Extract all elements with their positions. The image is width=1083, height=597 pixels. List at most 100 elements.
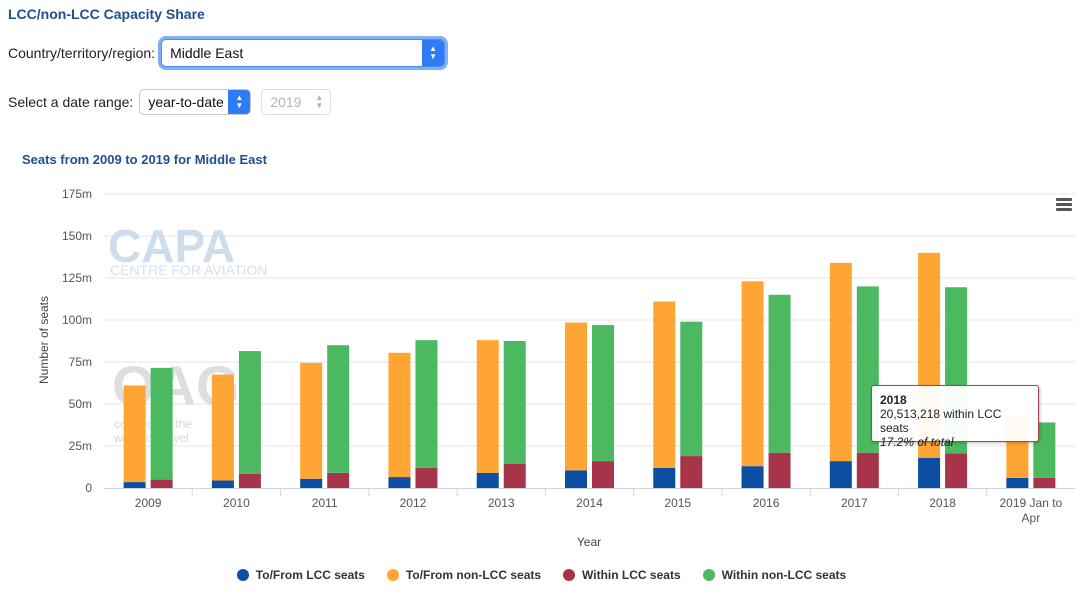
- legend-item-within-lcc[interactable]: Within LCC seats: [563, 568, 681, 582]
- year-select[interactable]: 2019 ▲ ▼: [261, 89, 332, 115]
- country-select-value: Middle East: [170, 45, 244, 61]
- x-tick-label: Apr: [1022, 511, 1041, 525]
- bar-to-from-non-lcc-seats: [123, 385, 146, 483]
- bar-to-from-lcc-seats: [388, 477, 411, 488]
- chart-tooltip: 2018 20,513,218 within LCC seats 17.2% o…: [871, 385, 1039, 449]
- date-range-select[interactable]: year-to-date ▲ ▼: [139, 89, 252, 115]
- date-range-label: Select a date range:: [8, 94, 134, 110]
- y-tick-label: 150m: [62, 229, 92, 243]
- country-row: Country/territory/region: Middle East ▲ ▼: [8, 39, 446, 67]
- y-tick-label: 100m: [62, 313, 92, 327]
- date-range-value: year-to-date: [148, 94, 224, 110]
- bar-to-from-lcc-seats: [476, 472, 499, 488]
- bar-to-from-non-lcc-seats: [388, 352, 411, 478]
- legend-item-to-from-lcc[interactable]: To/From LCC seats: [236, 568, 365, 582]
- bar-within-lcc-seats: [327, 472, 350, 488]
- bar-within-lcc-seats: [856, 452, 879, 488]
- chart-menu-icon[interactable]: [1056, 198, 1072, 212]
- y-tick-label: 0: [85, 481, 92, 495]
- grid-layer: [104, 193, 1075, 447]
- bar-to-from-lcc-seats: [300, 478, 323, 488]
- bar-to-from-lcc-seats: [829, 461, 852, 488]
- bar-within-lcc-seats: [503, 463, 526, 488]
- x-tick-label: 2015: [664, 496, 691, 510]
- bar-to-from-lcc-seats: [918, 457, 941, 488]
- select-arrows-icon: ▲ ▼: [422, 40, 445, 66]
- tooltip-year: 2018: [880, 393, 907, 407]
- x-tick-label: 2014: [576, 496, 603, 510]
- select-arrows-icon: ▲ ▼: [315, 93, 324, 110]
- date-row: Select a date range: year-to-date ▲ ▼ 201…: [8, 89, 332, 115]
- bar-within-lcc-seats: [945, 453, 968, 488]
- bar-within-non-lcc-seats: [680, 321, 703, 457]
- x-tick-label: 2016: [753, 496, 780, 510]
- x-tick-label: 2018: [929, 496, 956, 510]
- legend-item-to-from-non-lcc[interactable]: To/From non-LCC seats: [386, 568, 542, 582]
- x-tick-label: 2010: [223, 496, 250, 510]
- bar-within-lcc-seats: [415, 467, 438, 488]
- legend-label: To/From non-LCC seats: [405, 568, 542, 582]
- country-select[interactable]: Middle East ▲ ▼: [161, 39, 446, 67]
- bar-within-non-lcc-seats: [592, 325, 614, 462]
- legend-marker: [563, 569, 576, 581]
- page-title: LCC/non-LCC Capacity Share: [8, 6, 205, 22]
- bar-within-lcc-seats: [238, 473, 261, 488]
- y-tick-label: 125m: [62, 271, 92, 285]
- capa-watermark: CAPA: [108, 220, 235, 272]
- y-tick-label: 25m: [69, 439, 92, 453]
- chart-title: Seats from 2009 to 2019 for Middle East: [22, 152, 267, 167]
- bar-to-from-lcc-seats: [123, 482, 146, 488]
- bar-layer: [123, 252, 1056, 488]
- tooltip-percent: 17.2% of total: [880, 435, 954, 449]
- country-label: Country/territory/region:: [8, 45, 156, 61]
- bar-to-from-lcc-seats: [565, 470, 587, 488]
- x-axis-label: Year: [577, 535, 601, 549]
- bar-within-non-lcc-seats: [503, 341, 526, 464]
- x-tick-label: 2017: [841, 496, 868, 510]
- legend-marker: [702, 569, 715, 581]
- x-tick-label: 2009: [135, 496, 162, 510]
- bar-to-from-non-lcc-seats: [211, 374, 234, 481]
- legend-marker: [386, 569, 399, 581]
- axis-layer: 0 25m 50m 75m 100m 125m 150m 175m 2009 2010 2011 20…: [62, 187, 1075, 525]
- bar-to-from-lcc-seats: [1006, 477, 1029, 488]
- bar-to-from-non-lcc-seats: [300, 362, 323, 479]
- legend-label: Within non-LCC seats: [721, 568, 847, 582]
- bar-to-from-non-lcc-seats: [565, 322, 587, 471]
- capa-watermark-sub: CENTRE FOR AVIATION: [110, 262, 267, 278]
- bar-within-non-lcc-seats: [238, 351, 261, 474]
- y-axis-label: Number of seats: [37, 296, 51, 384]
- bar-within-lcc-seats: [768, 452, 791, 488]
- bar-to-from-non-lcc-seats: [653, 301, 676, 468]
- tooltip-value: 20,513,218 within LCC seats: [880, 407, 1002, 435]
- year-select-value: 2019: [270, 94, 302, 110]
- bar-within-lcc-seats: [592, 461, 614, 488]
- bar-to-from-lcc-seats: [211, 480, 234, 488]
- y-tick-label: 75m: [69, 355, 92, 369]
- select-arrows-icon: ▲ ▼: [228, 90, 251, 114]
- bar-within-non-lcc-seats: [150, 367, 173, 480]
- bar-within-non-lcc-seats: [327, 345, 350, 473]
- bar-to-from-non-lcc-seats: [829, 262, 852, 462]
- chart-legend: To/From LCC seats To/From non-LCC seats …: [0, 568, 1083, 582]
- legend-label: To/From LCC seats: [255, 568, 365, 582]
- bar-within-lcc-seats: [1033, 477, 1056, 488]
- legend-label: Within LCC seats: [582, 568, 681, 582]
- y-tick-label: 175m: [62, 187, 92, 201]
- y-tick-label: 50m: [69, 397, 92, 411]
- bar-to-from-non-lcc-seats: [741, 281, 764, 467]
- x-tick-label: 2013: [488, 496, 515, 510]
- x-tick-label: 2011: [312, 496, 338, 510]
- x-tick-label: 2019 Jan to: [1000, 496, 1063, 510]
- bar-to-from-non-lcc-seats: [476, 340, 499, 473]
- x-tick-label: 2012: [400, 496, 427, 510]
- legend-marker: [236, 569, 249, 581]
- bar-within-lcc-seats: [680, 456, 703, 488]
- bar-within-lcc-seats: [150, 479, 173, 488]
- bar-to-from-lcc-seats: [741, 466, 764, 488]
- bar-to-from-lcc-seats: [653, 467, 676, 488]
- legend-item-within-non-lcc[interactable]: Within non-LCC seats: [702, 568, 847, 582]
- bar-within-non-lcc-seats: [768, 294, 791, 453]
- bar-within-non-lcc-seats: [415, 340, 438, 468]
